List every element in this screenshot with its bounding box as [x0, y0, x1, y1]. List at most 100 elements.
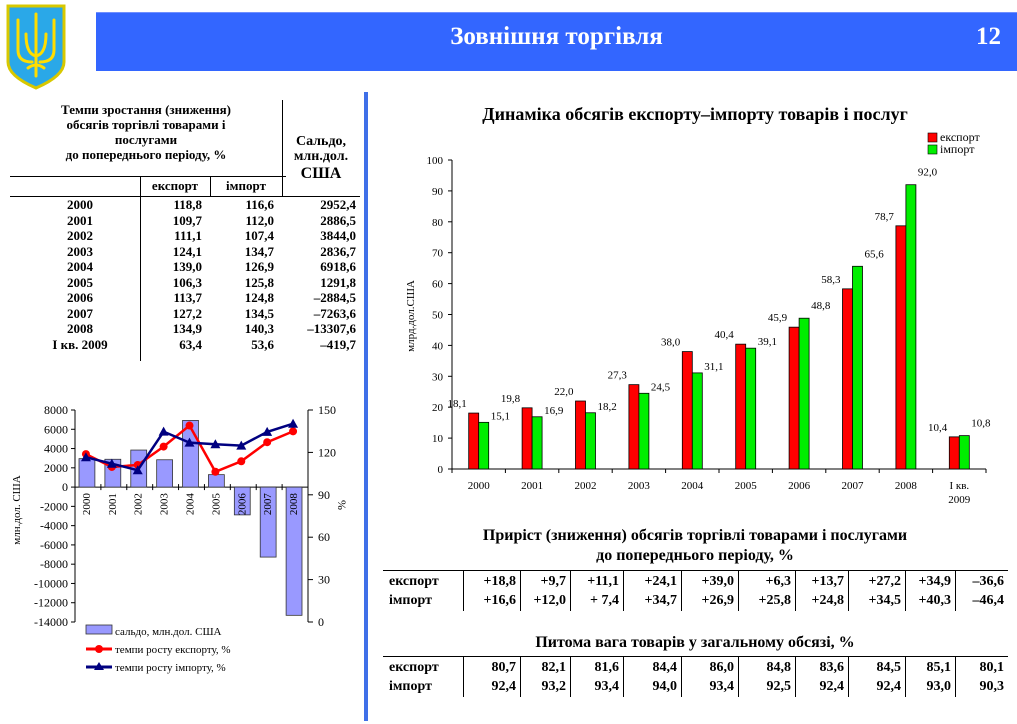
export-value-label: 19,8: [501, 393, 521, 405]
table-column-divider: [520, 657, 521, 697]
page-number: 12: [976, 23, 1001, 50]
export-bar: [842, 288, 853, 470]
import-rate-point: [106, 458, 117, 468]
saldo-bar: [182, 420, 199, 488]
import-value-label: 48,8: [811, 300, 831, 312]
import-rate-point: [288, 418, 299, 428]
import-rate-point: [80, 452, 91, 462]
import-value-label: 24,5: [651, 381, 671, 393]
left-y-tick-label: -2000: [40, 499, 68, 513]
cell-export: 63,4: [179, 336, 202, 352]
col-export-header: експорт: [151, 178, 199, 193]
export-bar: [681, 351, 693, 470]
right-y-tick-label: 0: [318, 615, 324, 629]
rate-table-divider: [282, 100, 283, 196]
right-y-tick-label: 30: [318, 573, 330, 587]
cell-saldo: 1291,8: [320, 274, 356, 290]
table-cell: +16,6: [483, 593, 516, 608]
table-column-divider: [848, 657, 849, 697]
table-cell: +27,2: [868, 574, 901, 589]
growth-table: експорт +18,8 +9,7 +11,1 +24,1 +39,0 +6,3 +13,7…: [383, 570, 1008, 612]
rate-table-divider: [210, 176, 211, 196]
y-tick-label: 30: [432, 371, 444, 383]
import-bar: [638, 392, 650, 470]
table-row: експорт +18,8 +9,7 +11,1 +24,1 +39,0 +6,3 +13,7…: [383, 572, 1008, 591]
import-rate-point: [132, 465, 143, 475]
rate-table-row: 2008 134,9 140,3 –13307,6: [10, 321, 360, 336]
cell-export: 106,3: [172, 274, 202, 290]
export-value-label: 40,4: [714, 329, 734, 341]
cell-import: 107,4: [244, 228, 274, 243]
table-cell: +25,8: [758, 593, 791, 608]
table-column-divider: [905, 571, 906, 611]
table-cell: + 7,4: [590, 593, 619, 608]
table-cell: +13,7: [811, 574, 844, 589]
x-tick-label: 2004: [185, 493, 197, 516]
export-rate-point: [237, 457, 246, 466]
x-tick-label: 2008: [288, 493, 300, 516]
vertical-separator: [364, 92, 368, 721]
left-y-tick-label: -12000: [34, 596, 68, 610]
import-bar: [691, 372, 703, 470]
x-tick-label: 2005: [210, 493, 222, 516]
x-tick-label: 2003: [159, 493, 171, 516]
y-tick-label: 60: [432, 279, 444, 291]
growth-title-line: Приріст (зниження) обсягів торгівлі това…: [482, 527, 908, 544]
export-value-label: 58,3: [821, 274, 841, 286]
table-cell: 83,6: [819, 660, 845, 675]
left-y-tick-label: 2000: [44, 461, 68, 475]
rate-table: Темпи зростання (зниження) обсягів торгі…: [10, 100, 360, 365]
export-rate-point: [159, 442, 168, 451]
table-cell: +39,0: [701, 574, 734, 589]
rate-table-title-line: послугами: [114, 132, 178, 147]
table-cell: –46,4: [972, 593, 1005, 608]
export-value-label: 22,0: [554, 386, 574, 398]
rate-table-row: I кв. 2009 63,4 53,6 –419,7: [10, 337, 360, 352]
table-row: експорт 80,7 82,1 81,6 84,4 86,0 84,8 83,6 84,5 8…: [383, 658, 1008, 677]
table-row: імпорт +16,6 +12,0 + 7,4 +34,7 +26,9 +25,8 +24,…: [383, 591, 1008, 610]
import-bar: [745, 347, 757, 470]
left-y-tick-label: -4000: [40, 519, 68, 533]
rate-table-row: 2007 127,2 134,5 –7263,6: [10, 306, 360, 321]
import-bar: [585, 412, 596, 470]
x-tick-label: 2005: [735, 480, 758, 492]
row-label: експорт: [389, 660, 439, 675]
table-cell: +34,7: [644, 593, 677, 608]
cell-period: 2008: [67, 321, 93, 336]
table-column-divider: [955, 571, 956, 611]
table-column-divider: [681, 571, 682, 611]
export-rate-point: [185, 421, 194, 430]
cell-saldo: –2884,5: [313, 290, 356, 305]
export-bar: [521, 407, 533, 470]
cell-import: 134,7: [244, 243, 274, 259]
table-column-divider: [795, 571, 796, 611]
x-tick-label: 2003: [628, 480, 651, 492]
legend-import-swatch: [927, 144, 938, 155]
x-tick-label: 2007: [842, 480, 865, 492]
table-cell: 85,1: [926, 660, 952, 675]
export-value-label: 78,7: [875, 211, 895, 223]
cell-export: 111,1: [174, 228, 202, 243]
rate-table-title: Темпи зростання (зниження) обсягів торгі…: [10, 102, 282, 162]
table-cell: +26,9: [701, 593, 734, 608]
table-cell: 94,0: [652, 679, 678, 694]
export-value-label: 45,9: [768, 312, 788, 324]
saldo-header: Сальдо, млн.дол. США: [282, 134, 360, 184]
table-cell: 92,4: [819, 679, 845, 694]
cell-period: I кв. 2009: [52, 336, 108, 352]
rate-table-title-line: до попереднього періоду, %: [65, 147, 227, 162]
export-rate-point: [263, 438, 272, 447]
x-tick-label: 2002: [133, 493, 145, 515]
coat-of-arms-icon: [6, 4, 66, 90]
cell-export: 127,2: [172, 305, 202, 321]
import-bar: [531, 416, 543, 470]
cell-export: 113,7: [173, 290, 202, 305]
x-tick-label: 2002: [575, 480, 597, 492]
right-y-tick-label: 90: [318, 488, 330, 502]
legend-label: імпорт: [940, 142, 975, 156]
export-value-label: 38,0: [661, 337, 681, 349]
cell-import: 126,9: [244, 259, 274, 274]
x-tick-label: 2007: [262, 493, 274, 516]
cell-saldo: 3844,0: [320, 228, 356, 243]
rate-table-row: 2000 118,8 116,6 2952,4: [10, 197, 360, 212]
